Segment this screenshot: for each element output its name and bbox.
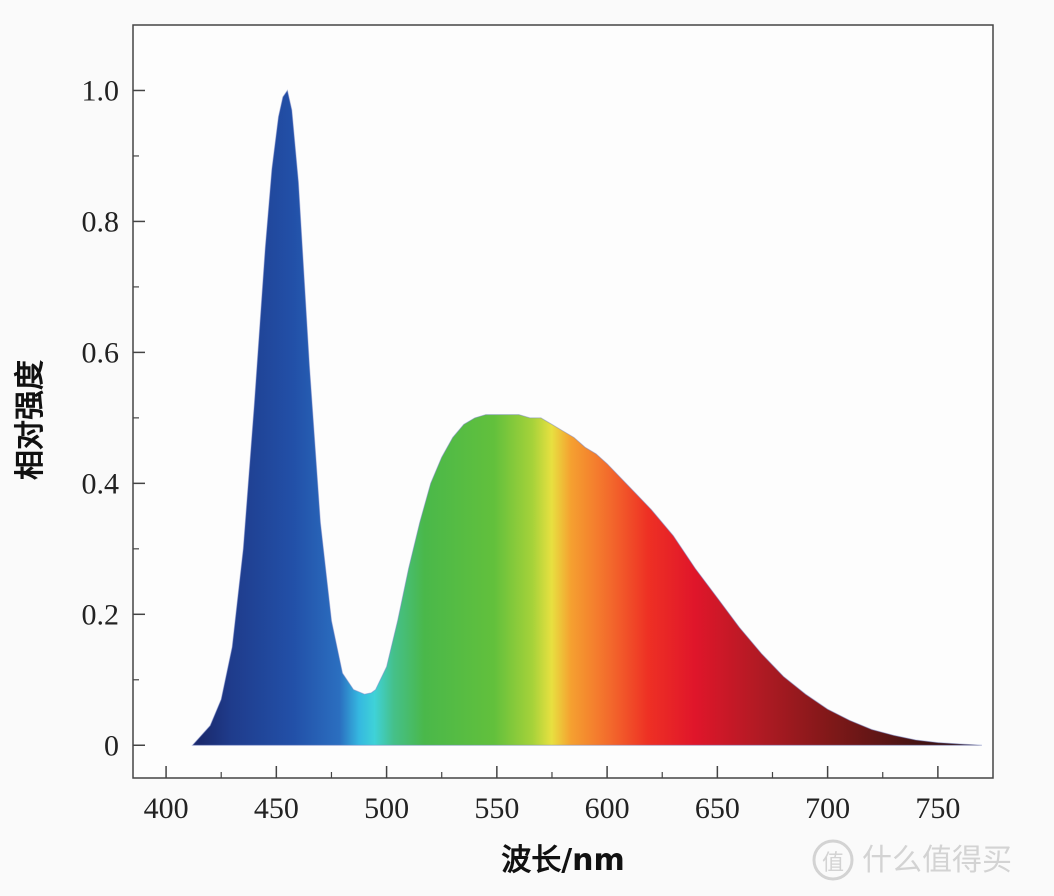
x-axis-title: 波长/nm xyxy=(501,843,625,878)
x-tick-label: 450 xyxy=(254,792,299,825)
spectrum-area xyxy=(191,89,983,746)
y-tick-label: 0.4 xyxy=(82,467,120,500)
watermark-logo-icon xyxy=(812,839,854,881)
x-tick-label: 400 xyxy=(144,792,189,825)
watermark-text: 什么值得买 xyxy=(862,843,1012,878)
x-tick-label: 550 xyxy=(474,792,519,825)
watermark: 值 什么值得买 xyxy=(812,839,1012,881)
x-axis: 400 450 500 550 600 650 700 750 xyxy=(144,766,960,825)
y-tick-label: 0 xyxy=(104,729,119,762)
y-axis-title: 相对强度 xyxy=(13,360,48,480)
y-tick-label: 0.6 xyxy=(82,336,120,369)
x-tick-label: 700 xyxy=(805,792,850,825)
y-tick-label: 0.2 xyxy=(82,598,120,631)
x-tick-label: 500 xyxy=(364,792,409,825)
watermark-logo-glyph: 值 xyxy=(822,851,844,876)
x-tick-label: 750 xyxy=(915,792,960,825)
y-tick-label: 1.0 xyxy=(82,74,120,107)
y-tick-label: 0.8 xyxy=(82,205,120,238)
x-tick-label: 650 xyxy=(695,792,740,825)
x-tick-label: 600 xyxy=(585,792,630,825)
y-axis: 0 0.2 0.4 0.6 0.8 1.0 xyxy=(82,74,145,762)
